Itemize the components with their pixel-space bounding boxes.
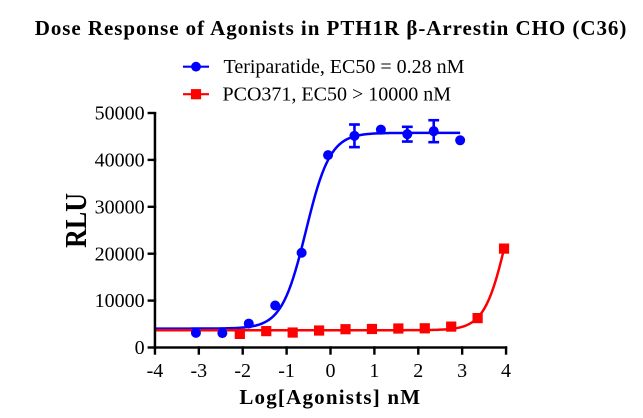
svg-text:1: 1 bbox=[369, 360, 379, 382]
svg-text:-1: -1 bbox=[278, 360, 295, 382]
svg-text:2: 2 bbox=[413, 360, 423, 382]
svg-text:3: 3 bbox=[457, 360, 467, 382]
svg-text:RLU: RLU bbox=[60, 193, 93, 248]
svg-text:50000: 50000 bbox=[95, 103, 145, 125]
svg-text:20000: 20000 bbox=[95, 243, 145, 265]
svg-text:Dose Response of Agonists in P: Dose Response of Agonists in PTH1R β-Arr… bbox=[35, 16, 628, 40]
svg-text:0: 0 bbox=[326, 360, 336, 382]
svg-text:PCO371, EC50 > 10000 nM: PCO371, EC50 > 10000 nM bbox=[223, 84, 452, 106]
svg-text:-2: -2 bbox=[234, 360, 251, 382]
svg-text:-4: -4 bbox=[147, 360, 164, 382]
svg-text:0: 0 bbox=[135, 337, 145, 359]
svg-text:40000: 40000 bbox=[95, 150, 145, 172]
svg-text:Teriparatide, EC50 = 0.28 nM: Teriparatide, EC50 = 0.28 nM bbox=[224, 56, 465, 78]
svg-text:-3: -3 bbox=[190, 360, 207, 382]
svg-text:10000: 10000 bbox=[95, 290, 145, 312]
svg-text:Log[Agonists] nM: Log[Agonists] nM bbox=[239, 385, 421, 409]
svg-text:30000: 30000 bbox=[95, 196, 145, 218]
svg-text:4: 4 bbox=[501, 360, 511, 382]
